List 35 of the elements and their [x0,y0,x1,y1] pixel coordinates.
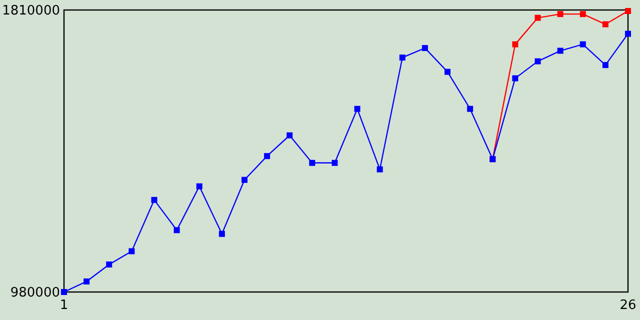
x-tick-label: 26 [620,298,636,313]
point [218,230,225,237]
point [128,248,135,254]
point [332,160,338,166]
point [286,132,293,138]
point [241,176,248,183]
y-tick-label: 1810000 [2,4,60,19]
point [557,48,564,54]
point [309,160,316,166]
point [625,8,631,14]
point [399,54,406,61]
point [151,196,158,203]
point [264,153,270,160]
point [534,58,541,64]
x-tick-label: 1 [60,298,68,313]
point [602,62,608,68]
point [512,75,518,82]
point [602,21,608,28]
point [467,106,474,112]
point [512,41,518,48]
point [580,11,586,18]
point [174,227,180,234]
point [557,11,564,18]
point [422,45,428,52]
point [61,289,67,295]
point [196,183,202,190]
point [376,166,383,172]
point [534,14,541,21]
point [84,278,90,284]
point [580,41,586,48]
point [106,261,112,268]
point [354,106,360,112]
point [444,68,451,75]
point [625,30,631,37]
y-tick-label: 980000 [10,286,60,301]
